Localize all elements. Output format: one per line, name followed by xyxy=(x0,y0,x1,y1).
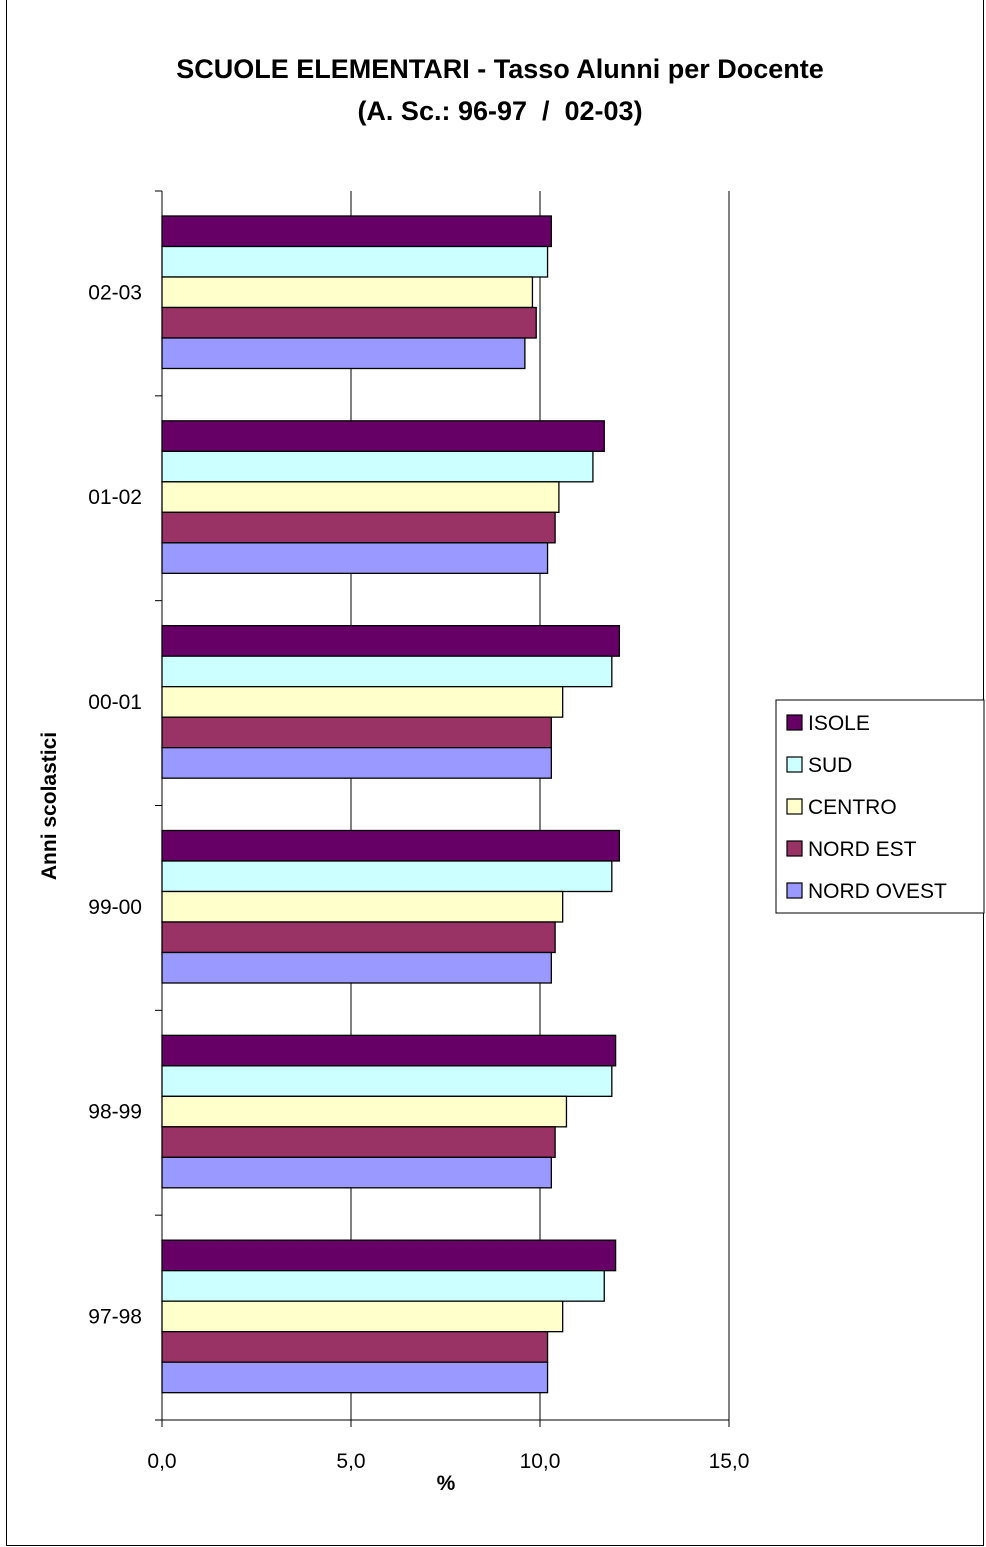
legend-swatch xyxy=(786,756,803,773)
bar xyxy=(161,481,560,513)
bar xyxy=(161,245,549,278)
bar xyxy=(161,1361,549,1394)
bar xyxy=(161,951,552,984)
bar xyxy=(161,625,621,657)
bar xyxy=(161,655,613,688)
y-tick-label: 99-00 xyxy=(88,896,142,919)
y-tick-label: 02-03 xyxy=(88,281,142,304)
y-tick-label: 00-01 xyxy=(88,691,142,714)
bar xyxy=(161,1300,564,1333)
bar xyxy=(161,511,556,544)
bars-layer xyxy=(161,215,621,1394)
bar xyxy=(161,1095,568,1128)
y-axis-title: Anni scolastici xyxy=(38,732,61,880)
bar xyxy=(161,829,621,862)
y-tick-label: 01-02 xyxy=(88,486,142,509)
legend-swatch xyxy=(786,798,803,815)
legend-label: NORD EST xyxy=(808,838,917,861)
x-tick-label: 10,0 xyxy=(520,1450,561,1473)
bar xyxy=(161,450,594,483)
axis-layer: 0,0 5,0 10,0 15,0 02-03 01-02 00-01 99-00 98-99 9… xyxy=(88,190,750,1473)
bar xyxy=(161,747,552,779)
bar xyxy=(161,276,534,309)
bar xyxy=(161,1239,617,1272)
legend: ISOLE SUD CENTRO NORD EST NORD OVEST xyxy=(775,699,985,914)
chart-title: SCUOLE ELEMENTARI - Tasso Alunni per Doc… xyxy=(176,54,824,84)
x-axis-title: % xyxy=(437,1472,456,1495)
bar xyxy=(161,1034,617,1067)
bar xyxy=(161,1126,556,1158)
bar xyxy=(161,686,564,718)
legend-label: NORD OVEST xyxy=(808,880,947,903)
bar xyxy=(161,1331,549,1363)
legend-box xyxy=(775,699,985,914)
legend-swatch xyxy=(786,882,803,899)
x-tick-label: 0,0 xyxy=(147,1450,176,1473)
bar xyxy=(161,337,526,370)
grid-layer xyxy=(350,191,730,1420)
x-tick-label: 5,0 xyxy=(336,1450,365,1473)
bar xyxy=(161,306,537,339)
bar xyxy=(161,420,605,452)
y-tick-label: 97-98 xyxy=(88,1305,142,1328)
bar xyxy=(161,890,564,923)
bar xyxy=(161,215,552,248)
legend-swatch xyxy=(786,840,803,857)
bar xyxy=(161,921,556,954)
chart-subtitle: (A. Sc.: 96-97 / 02-03) xyxy=(357,96,642,126)
bar xyxy=(161,1270,605,1302)
bar xyxy=(161,860,613,893)
bar xyxy=(161,1156,552,1189)
bar xyxy=(161,716,552,749)
x-tick-label: 15,0 xyxy=(709,1450,750,1473)
bar xyxy=(161,1065,613,1097)
legend-label: CENTRO xyxy=(808,796,897,819)
legend-swatch xyxy=(786,714,803,731)
y-tick-label: 98-99 xyxy=(88,1101,142,1124)
legend-label: ISOLE xyxy=(808,712,870,735)
legend-label: SUD xyxy=(808,754,852,777)
bar xyxy=(161,542,549,574)
